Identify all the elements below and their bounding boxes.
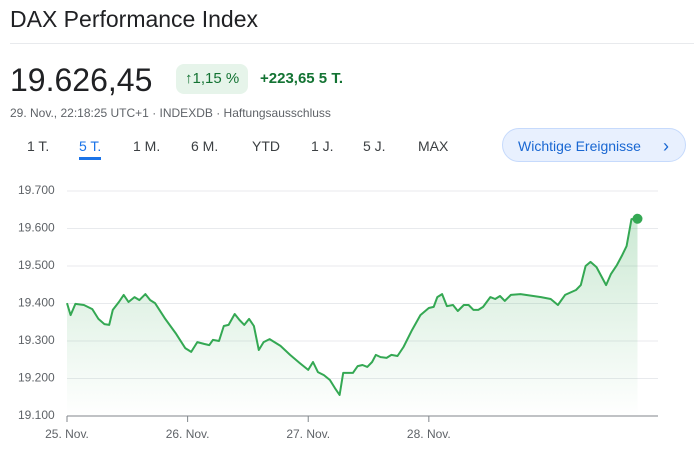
y-tick-label: 19.500 xyxy=(18,258,55,272)
tab[interactable]: 1 M. xyxy=(133,138,161,154)
y-tick-label: 19.100 xyxy=(18,408,55,422)
y-tick-label: 19.600 xyxy=(18,221,55,235)
y-tick-label: 19.700 xyxy=(18,183,55,197)
tab[interactable]: YTD xyxy=(252,138,280,154)
price: 19.626,45 xyxy=(10,62,153,98)
change-percent: 1,15 % xyxy=(192,70,240,87)
x-tick-label: 28. Nov. xyxy=(407,427,451,441)
arrow: ↑ xyxy=(185,70,193,87)
x-tick-label: 25. Nov. xyxy=(45,427,89,441)
tab[interactable]: 5 T. xyxy=(79,138,102,160)
line xyxy=(66,217,638,396)
y-tick-label: 19.200 xyxy=(18,371,55,385)
x-tick-label: 26. Nov. xyxy=(166,427,210,441)
tab[interactable]: 1 J. xyxy=(311,138,334,154)
x-tick-label: 27. Nov. xyxy=(286,427,330,441)
change-badge: ↑1,15 % xyxy=(176,64,249,94)
end-dot xyxy=(632,213,643,224)
area xyxy=(67,218,638,416)
chevron: › xyxy=(663,136,669,156)
button-label: Wichtige Ereignisse xyxy=(518,138,641,154)
title: DAX Performance Index xyxy=(10,6,259,32)
y-tick-label: 19.400 xyxy=(18,296,55,310)
meta: 29. Nov., 22:18:25 UTC+1 · INDEXDB · Haf… xyxy=(10,106,331,120)
tab[interactable]: MAX xyxy=(418,138,449,154)
y-tick-label: 19.300 xyxy=(18,333,55,347)
tab[interactable]: 6 M. xyxy=(191,138,219,154)
change-abs: +223,65 5 T. xyxy=(260,70,343,87)
divider xyxy=(10,43,694,44)
tab[interactable]: 5 J. xyxy=(363,138,386,154)
tab[interactable]: 1 T. xyxy=(27,138,50,154)
events-button[interactable]: Wichtige Ereignisse › xyxy=(502,128,686,162)
